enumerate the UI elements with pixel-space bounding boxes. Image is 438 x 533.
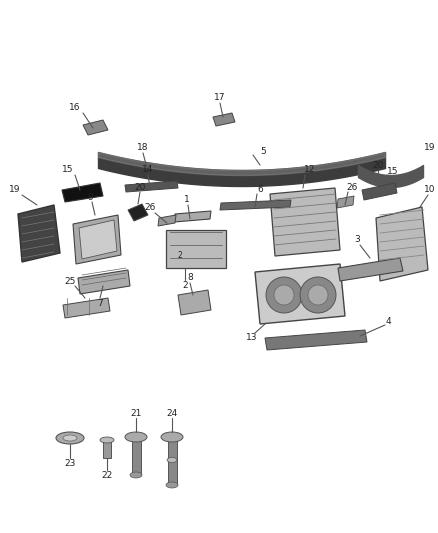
Text: 4: 4 <box>385 318 391 327</box>
Polygon shape <box>178 290 211 315</box>
Polygon shape <box>338 258 403 281</box>
Text: 3: 3 <box>354 236 360 245</box>
Text: 14: 14 <box>142 166 154 174</box>
Text: 12: 12 <box>304 166 316 174</box>
Bar <box>103 440 111 458</box>
Polygon shape <box>270 188 340 256</box>
Text: 22: 22 <box>101 471 113 480</box>
Polygon shape <box>62 183 103 202</box>
Text: 1: 1 <box>184 196 190 205</box>
Polygon shape <box>78 270 130 294</box>
Text: 19: 19 <box>9 185 21 195</box>
Ellipse shape <box>130 472 142 478</box>
Polygon shape <box>362 183 397 200</box>
Circle shape <box>266 277 302 313</box>
Polygon shape <box>79 220 117 259</box>
Polygon shape <box>337 196 354 208</box>
Text: 20: 20 <box>134 183 146 192</box>
Ellipse shape <box>63 435 77 441</box>
Circle shape <box>308 285 328 305</box>
Text: 5: 5 <box>260 148 266 157</box>
Text: 21: 21 <box>131 408 141 417</box>
Polygon shape <box>73 215 121 264</box>
Text: 26: 26 <box>144 204 155 213</box>
Ellipse shape <box>161 432 183 442</box>
Text: 23: 23 <box>64 458 76 467</box>
Bar <box>132 437 141 475</box>
Text: 13: 13 <box>246 334 258 343</box>
Text: 8: 8 <box>187 273 193 282</box>
Polygon shape <box>158 215 176 226</box>
Polygon shape <box>255 264 345 324</box>
Text: 15: 15 <box>387 166 399 175</box>
Text: 26: 26 <box>346 183 358 192</box>
Circle shape <box>300 277 336 313</box>
Text: 18: 18 <box>137 143 149 152</box>
Text: 2: 2 <box>182 280 188 289</box>
Polygon shape <box>18 205 60 262</box>
Text: 2: 2 <box>178 252 182 261</box>
Text: 15: 15 <box>62 166 74 174</box>
Circle shape <box>274 285 294 305</box>
Text: 10: 10 <box>424 185 436 195</box>
Polygon shape <box>83 120 108 135</box>
Polygon shape <box>174 211 211 222</box>
Polygon shape <box>213 113 235 126</box>
Bar <box>168 437 177 485</box>
Text: 24: 24 <box>166 408 178 417</box>
Text: 20: 20 <box>372 160 384 169</box>
Text: 17: 17 <box>214 93 226 101</box>
Text: 9: 9 <box>87 192 93 201</box>
FancyBboxPatch shape <box>166 230 226 268</box>
Polygon shape <box>376 207 428 281</box>
Text: 6: 6 <box>257 185 263 195</box>
Ellipse shape <box>100 437 114 443</box>
Text: 7: 7 <box>97 298 103 308</box>
Text: 25: 25 <box>64 278 76 287</box>
Ellipse shape <box>125 432 147 442</box>
Polygon shape <box>128 204 148 221</box>
Polygon shape <box>125 181 178 192</box>
Ellipse shape <box>56 432 84 444</box>
Polygon shape <box>220 200 291 210</box>
Ellipse shape <box>167 457 177 463</box>
Text: 16: 16 <box>69 103 81 112</box>
Ellipse shape <box>166 482 178 488</box>
Polygon shape <box>63 298 110 318</box>
Polygon shape <box>265 330 367 350</box>
Text: 19: 19 <box>424 142 436 151</box>
